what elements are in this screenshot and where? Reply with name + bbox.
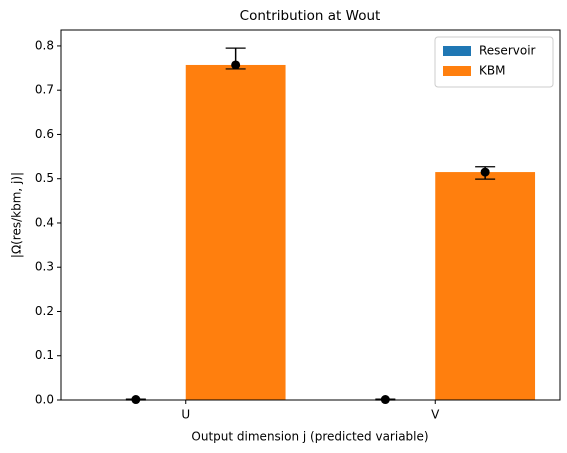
- y-tick-label: 0.4: [35, 215, 54, 229]
- y-axis-label: |Ω(res/kbm, j)|: [10, 172, 24, 258]
- y-tick-label: 0.8: [35, 38, 54, 52]
- y-tick-label: 0.0: [35, 393, 54, 407]
- bar: [185, 64, 286, 400]
- legend-label: KBM: [479, 64, 505, 78]
- x-tick-label: V: [431, 408, 440, 422]
- x-axis-label: Output dimension j (predicted variable): [191, 430, 428, 444]
- y-tick-label: 0.2: [35, 304, 54, 318]
- chart-title: Contribution at Wout: [240, 8, 381, 24]
- y-tick-label: 0.1: [35, 348, 54, 362]
- plot-frame: [60, 29, 561, 401]
- y-tick-label: 0.7: [35, 83, 54, 97]
- y-tick-label: 0.5: [35, 171, 54, 185]
- mean-marker: [231, 60, 241, 70]
- legend-swatch: [443, 66, 471, 76]
- y-tick-label: 0.3: [35, 260, 54, 274]
- x-tick-label: U: [181, 408, 190, 422]
- mean-marker: [480, 167, 490, 177]
- legend-label: Reservoir: [479, 44, 536, 58]
- bar: [435, 172, 536, 400]
- legend-swatch: [443, 46, 471, 56]
- y-tick-label: 0.6: [35, 127, 54, 141]
